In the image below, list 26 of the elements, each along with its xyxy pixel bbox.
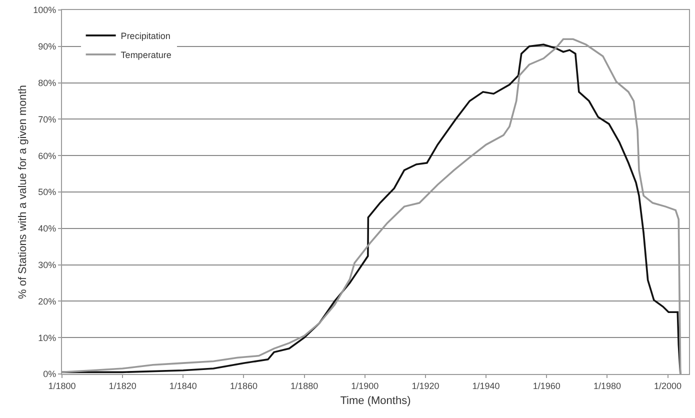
y-tick-label: 30% bbox=[38, 260, 56, 270]
x-tick-label: 1/1820 bbox=[108, 380, 136, 391]
y-tick-label: 60% bbox=[38, 150, 56, 161]
y-tick-label: 40% bbox=[38, 224, 56, 234]
x-tick-label: 1/1940 bbox=[472, 380, 500, 391]
y-tick-label: 50% bbox=[38, 187, 56, 198]
x-tick-label: 1/1860 bbox=[230, 380, 258, 391]
y-tick-label: 90% bbox=[38, 42, 56, 52]
y-tick-label: 80% bbox=[38, 78, 56, 88]
y-tick-label: 100% bbox=[33, 5, 56, 16]
y-tick-label: 0% bbox=[43, 369, 56, 380]
y-tick-label: 70% bbox=[38, 114, 56, 124]
legend-label: Temperature bbox=[120, 50, 172, 60]
legend-label: Precipitation bbox=[120, 30, 170, 41]
x-axis-title: Time (Months) bbox=[340, 395, 411, 407]
x-tick-label: 1/1980 bbox=[593, 380, 621, 391]
x-tick-label: 1/1800 bbox=[48, 380, 76, 391]
x-tick-label: 1/1900 bbox=[351, 380, 379, 391]
x-tick-label: 1/1960 bbox=[532, 380, 560, 391]
x-tick-label: 1/1840 bbox=[169, 380, 197, 391]
x-tick-label: 1/1920 bbox=[412, 380, 440, 391]
x-tick-label: 1/1880 bbox=[290, 380, 318, 391]
y-tick-label: 20% bbox=[38, 296, 56, 306]
y-tick-label: 10% bbox=[38, 332, 56, 343]
y-axis-title: % of Stations with a value for a given month bbox=[16, 84, 29, 300]
x-tick-label: 1/2000 bbox=[654, 380, 682, 391]
